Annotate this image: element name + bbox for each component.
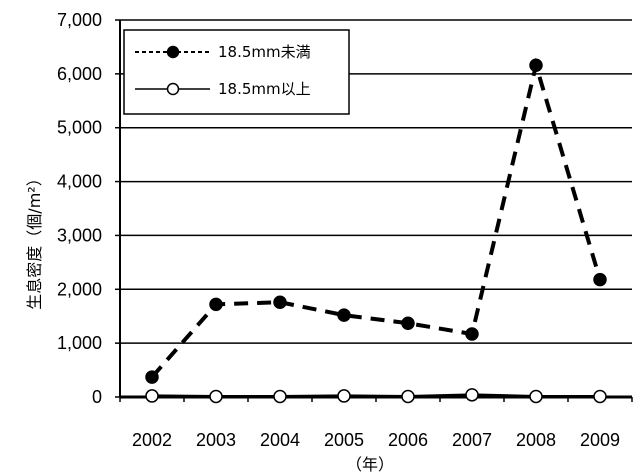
data-point-series-1 (465, 327, 479, 341)
x-tick-label: 2007 (452, 430, 492, 450)
series-line-2 (151, 393, 600, 398)
data-point-series-1 (145, 370, 159, 384)
y-tick-label: 3,000 (57, 225, 102, 245)
x-tick-label: 2006 (388, 430, 428, 450)
series-markers (145, 58, 607, 404)
x-tick-label: 2009 (580, 430, 620, 450)
y-tick-label: 1,000 (57, 333, 102, 353)
x-tick-label: 2005 (324, 430, 364, 450)
y-axis-title: 生息密度（個/m²） (25, 170, 44, 309)
data-point-series-2 (145, 389, 159, 403)
series-line-1 (150, 57, 602, 379)
x-tick-label: 2002 (132, 430, 172, 450)
y-tick-label: 0 (92, 387, 102, 407)
legend-marker-series-1 (166, 45, 180, 59)
data-point-series-2 (529, 389, 543, 404)
x-tick-label: 2004 (260, 430, 300, 450)
x-axis-title: （年） (346, 455, 394, 472)
data-point-series-2 (465, 388, 479, 402)
data-point-series-2 (209, 389, 223, 404)
legend-label-series-2: 18.5mm以上 (218, 80, 311, 98)
y-tick-labels: 0 1,000 2,000 3,000 4,000 5,000 6,000 7,000 (57, 10, 102, 407)
legend: 18.5mm未満 18.5mm以上 (123, 29, 350, 115)
x-tick-labels: 2002 2003 2004 2005 2006 2007 2008 2009 (132, 430, 620, 450)
data-point-series-2 (337, 389, 351, 403)
data-point-series-2 (401, 389, 415, 404)
legend-label-series-1: 18.5mm未満 (218, 43, 311, 61)
y-tick-label: 5,000 (57, 118, 102, 138)
y-tick-label: 7,000 (57, 10, 102, 30)
data-point-series-1 (209, 297, 223, 312)
legend-box (123, 29, 350, 115)
data-point-series-1 (593, 272, 607, 287)
legend-marker-series-2 (166, 82, 180, 96)
y-tick-label: 4,000 (57, 172, 102, 192)
y-tick-label: 6,000 (57, 64, 102, 84)
y-tick-label: 2,000 (57, 279, 102, 299)
data-point-series-1 (401, 316, 415, 330)
data-point-series-1 (337, 308, 351, 322)
data-point-series-2 (593, 389, 607, 404)
data-point-series-1 (529, 58, 543, 72)
x-tick-label: 2008 (516, 430, 556, 450)
data-point-series-1 (273, 295, 287, 309)
data-point-series-2 (273, 389, 287, 404)
series-lines (150, 57, 602, 398)
x-tick-label: 2003 (196, 430, 236, 450)
